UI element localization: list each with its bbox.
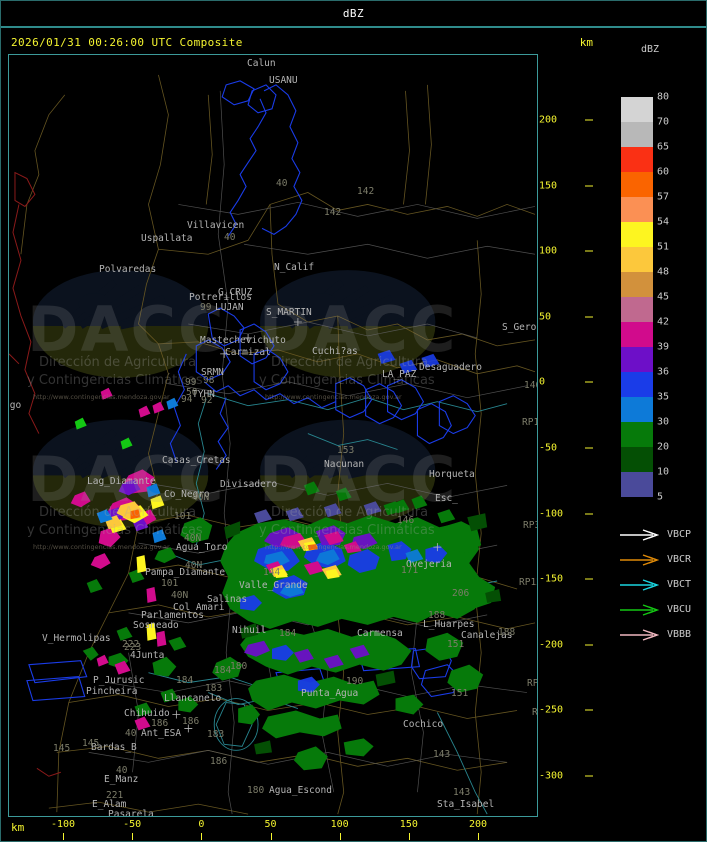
x-axis-tick-mark: [132, 833, 134, 840]
x-axis: -100 -50 0 50 100 150 200: [8, 819, 611, 840]
arrow-icon: [620, 578, 660, 591]
y-axis-tick-mark: [585, 250, 593, 252]
y-axis-tick-mark: [585, 775, 593, 777]
y-axis-tick-mark: [585, 185, 593, 187]
y-axis-unit-label: km: [579, 36, 593, 49]
colorbar-tick-label: 60: [657, 166, 670, 178]
colorbar-swatch: [621, 172, 653, 197]
vector-legend-item: VBCP: [619, 522, 707, 547]
map-viewport[interactable]: DACC DACC DACC DACC Dirección de Agricul…: [8, 54, 538, 817]
y-axis-tick-mark: [585, 119, 593, 121]
y-axis-tick-label: -50: [539, 442, 558, 454]
x-axis-unit-label: km: [11, 821, 25, 834]
vector-legend-label: VBCR: [667, 554, 692, 565]
colorbar-swatch: [621, 397, 653, 422]
legend-panel: dBZ 80 70 65 60 57 54 51 48 45 42 39 36 35 30 20 10 5 VB…: [613, 30, 706, 840]
colorbar-tick-label: 20: [657, 441, 670, 453]
y-axis-tick-mark: [585, 381, 593, 383]
colorbar-swatch: [621, 197, 653, 222]
x-axis-tick-mark: [408, 833, 410, 840]
timestamp-label: 2026/01/31 00:26:00 UTC Composite: [11, 36, 243, 49]
map-graphics: [9, 74, 536, 815]
x-axis-tick-mark: [339, 833, 341, 840]
colorbar-swatch: [621, 472, 653, 497]
vector-legend-item: VBCT: [619, 572, 707, 597]
colorbar-swatch: [621, 422, 653, 447]
vector-legend-label: VBCP: [667, 529, 692, 540]
y-axis-tick-mark: [585, 513, 593, 515]
colorbar-tick-label: 30: [657, 416, 670, 428]
y-axis-tick-label: -250: [539, 704, 564, 716]
y-axis-tick-label: 50: [539, 311, 552, 323]
vector-legend-label: VBCT: [667, 579, 692, 590]
colorbar-tick-label: 42: [657, 316, 670, 328]
colorbar-swatch: [621, 97, 653, 122]
colorbar-tick-label: 80: [657, 91, 670, 103]
y-axis-tick-mark: [585, 447, 593, 449]
x-axis-tick-mark: [478, 833, 479, 840]
colorbar-tick-label: 35: [657, 391, 670, 403]
colorbar-tick-label: 70: [657, 116, 670, 128]
window-title-bar: dBZ: [1, 1, 706, 28]
colorbar-tick-label: 10: [657, 466, 670, 478]
vector-legend-item: VBCU: [619, 597, 707, 622]
y-axis-tick-label: -150: [539, 573, 564, 585]
window-title: dBZ: [342, 7, 365, 20]
colorbar-swatch: [621, 272, 653, 297]
y-axis: 200 150 100 50 0 -50 -100 -150 -200 -250 -300: [539, 54, 611, 817]
colorbar-swatch: [621, 147, 653, 172]
y-axis-tick-label: 100: [539, 245, 558, 257]
vector-legend: VBCP VBCR VBCT VBCU VBBB: [619, 522, 707, 647]
x-axis-tick-label: -50: [123, 819, 142, 830]
y-axis-tick-label: -200: [539, 639, 564, 651]
vector-legend-item: VBCR: [619, 547, 707, 572]
y-axis-tick-label: -300: [539, 770, 564, 782]
arrow-icon: [620, 603, 660, 616]
arrow-icon: [620, 553, 660, 566]
y-axis-tick-mark: [585, 709, 593, 711]
x-axis-tick-label: 100: [330, 819, 349, 830]
colorbar-swatch: [621, 322, 653, 347]
colorbar-swatch: [621, 372, 653, 397]
colorbar-tick-label: 65: [657, 141, 670, 153]
colorbar-swatch: [621, 122, 653, 147]
colorbar-tick-label: 54: [657, 216, 670, 228]
colorbar-swatch: [621, 222, 653, 247]
y-axis-tick-label: 0: [539, 376, 546, 388]
vector-legend-label: VBCU: [667, 604, 692, 615]
legend-title: dBZ: [641, 44, 660, 55]
x-axis-tick-mark: [270, 833, 272, 840]
colorbar-tick-label: 48: [657, 266, 670, 278]
colorbar-swatch: [621, 247, 653, 272]
y-axis-tick-mark: [585, 578, 593, 580]
y-axis-tick-label: 150: [539, 180, 558, 192]
x-axis-tick-label: 50: [264, 819, 277, 830]
y-axis-tick-label: -100: [539, 508, 564, 520]
x-axis-tick-mark: [201, 833, 203, 840]
colorbar-tick-label: 45: [657, 291, 670, 303]
x-axis-tick-label: 0: [198, 819, 205, 830]
x-axis-tick-label: -100: [50, 819, 76, 830]
colorbar-tick-label: 36: [657, 366, 670, 378]
colorbar-swatch: [621, 447, 653, 472]
colorbar-tick-label: 57: [657, 191, 670, 203]
x-axis-tick-label: 200: [468, 819, 488, 830]
arrow-icon: [620, 628, 660, 641]
arrow-icon: [620, 528, 660, 541]
colorbar-tick-label: 5: [657, 491, 664, 503]
vector-legend-label: VBBB: [667, 629, 692, 640]
y-axis-tick-mark: [585, 644, 593, 646]
reflectivity-colorbar[interactable]: [621, 97, 653, 497]
colorbar-tick-label: 51: [657, 241, 670, 253]
vector-legend-item: VBBB: [619, 622, 707, 647]
y-axis-tick-label: 200: [539, 114, 558, 126]
colorbar-swatch: [621, 297, 653, 322]
colorbar-swatch: [621, 347, 653, 372]
radar-display-panel[interactable]: 2026/01/31 00:26:00 UTC Composite km km: [3, 30, 611, 840]
y-axis-tick-mark: [585, 316, 593, 318]
x-axis-tick-mark: [63, 833, 64, 840]
x-axis-tick-label: 150: [399, 819, 418, 830]
colorbar-tick-label: 39: [657, 341, 670, 353]
